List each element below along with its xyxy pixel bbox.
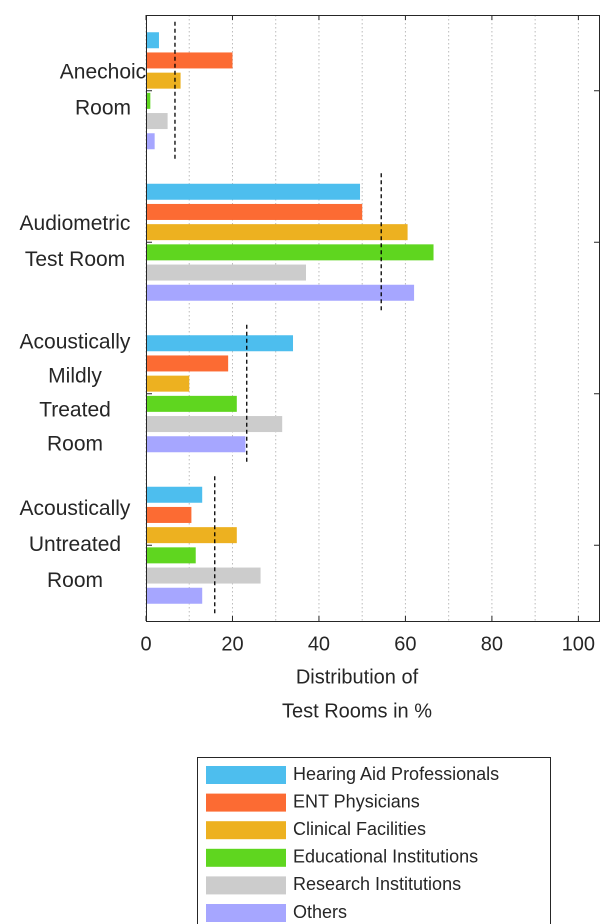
bar [146,335,294,352]
legend-label: Others [293,902,347,922]
bar [146,52,233,69]
legend-label: Educational Institutions [293,847,478,867]
x-tick-label: 0 [140,633,151,655]
y-tick-label: Test Room [25,248,125,271]
x-tick-label: 60 [394,633,416,655]
bar [146,203,363,220]
x-tick-label: 40 [308,633,330,655]
bar [146,113,168,130]
y-tick-label: Acoustically [20,330,131,353]
bar [146,72,181,89]
bar [146,395,237,412]
legend-label: Clinical Facilities [293,819,426,839]
bar [146,436,246,453]
x-axis-label: Distribution of [296,666,419,688]
x-tick-label: 80 [481,633,503,655]
legend-box [197,757,551,924]
y-tick-label: Acoustically [20,497,131,520]
y-tick-label: Audiometric [20,212,131,235]
y-tick-label: Room [47,569,103,592]
y-tick-label: Mildly [48,364,102,387]
bar [146,506,192,523]
bar [146,375,190,392]
bar [146,416,283,433]
bar [146,92,151,109]
y-tick-label: Treated [39,398,111,421]
bar [146,355,229,372]
y-tick-label: Room [47,432,103,455]
legend-label: ENT Physicians [293,791,420,811]
bar [146,486,203,503]
bar [146,32,159,49]
bar [146,567,261,584]
plot-frame [146,15,600,622]
legend-swatch [206,904,286,922]
bar [146,547,196,564]
x-tick-label: 100 [562,633,595,655]
x-axis-label: Test Rooms in % [282,700,432,722]
bar [146,244,434,261]
y-tick-label: Anechoic [60,60,146,83]
x-tick-label: 20 [221,633,243,655]
y-tick-label: Untreated [29,533,121,556]
legend-label: Hearing Aid Professionals [293,764,499,784]
bar [146,527,237,544]
legend-swatch [206,793,286,812]
legend-label: Research Institutions [293,874,461,894]
bar [146,587,203,604]
legend-swatch [206,766,286,784]
bar [146,133,155,150]
legend-swatch [206,821,286,840]
y-tick-label: Room [75,96,131,119]
legend-swatch [206,876,286,895]
bar [146,284,415,301]
bar [146,224,408,241]
bar [146,264,306,281]
legend-swatch [206,848,286,867]
bar [146,183,361,200]
